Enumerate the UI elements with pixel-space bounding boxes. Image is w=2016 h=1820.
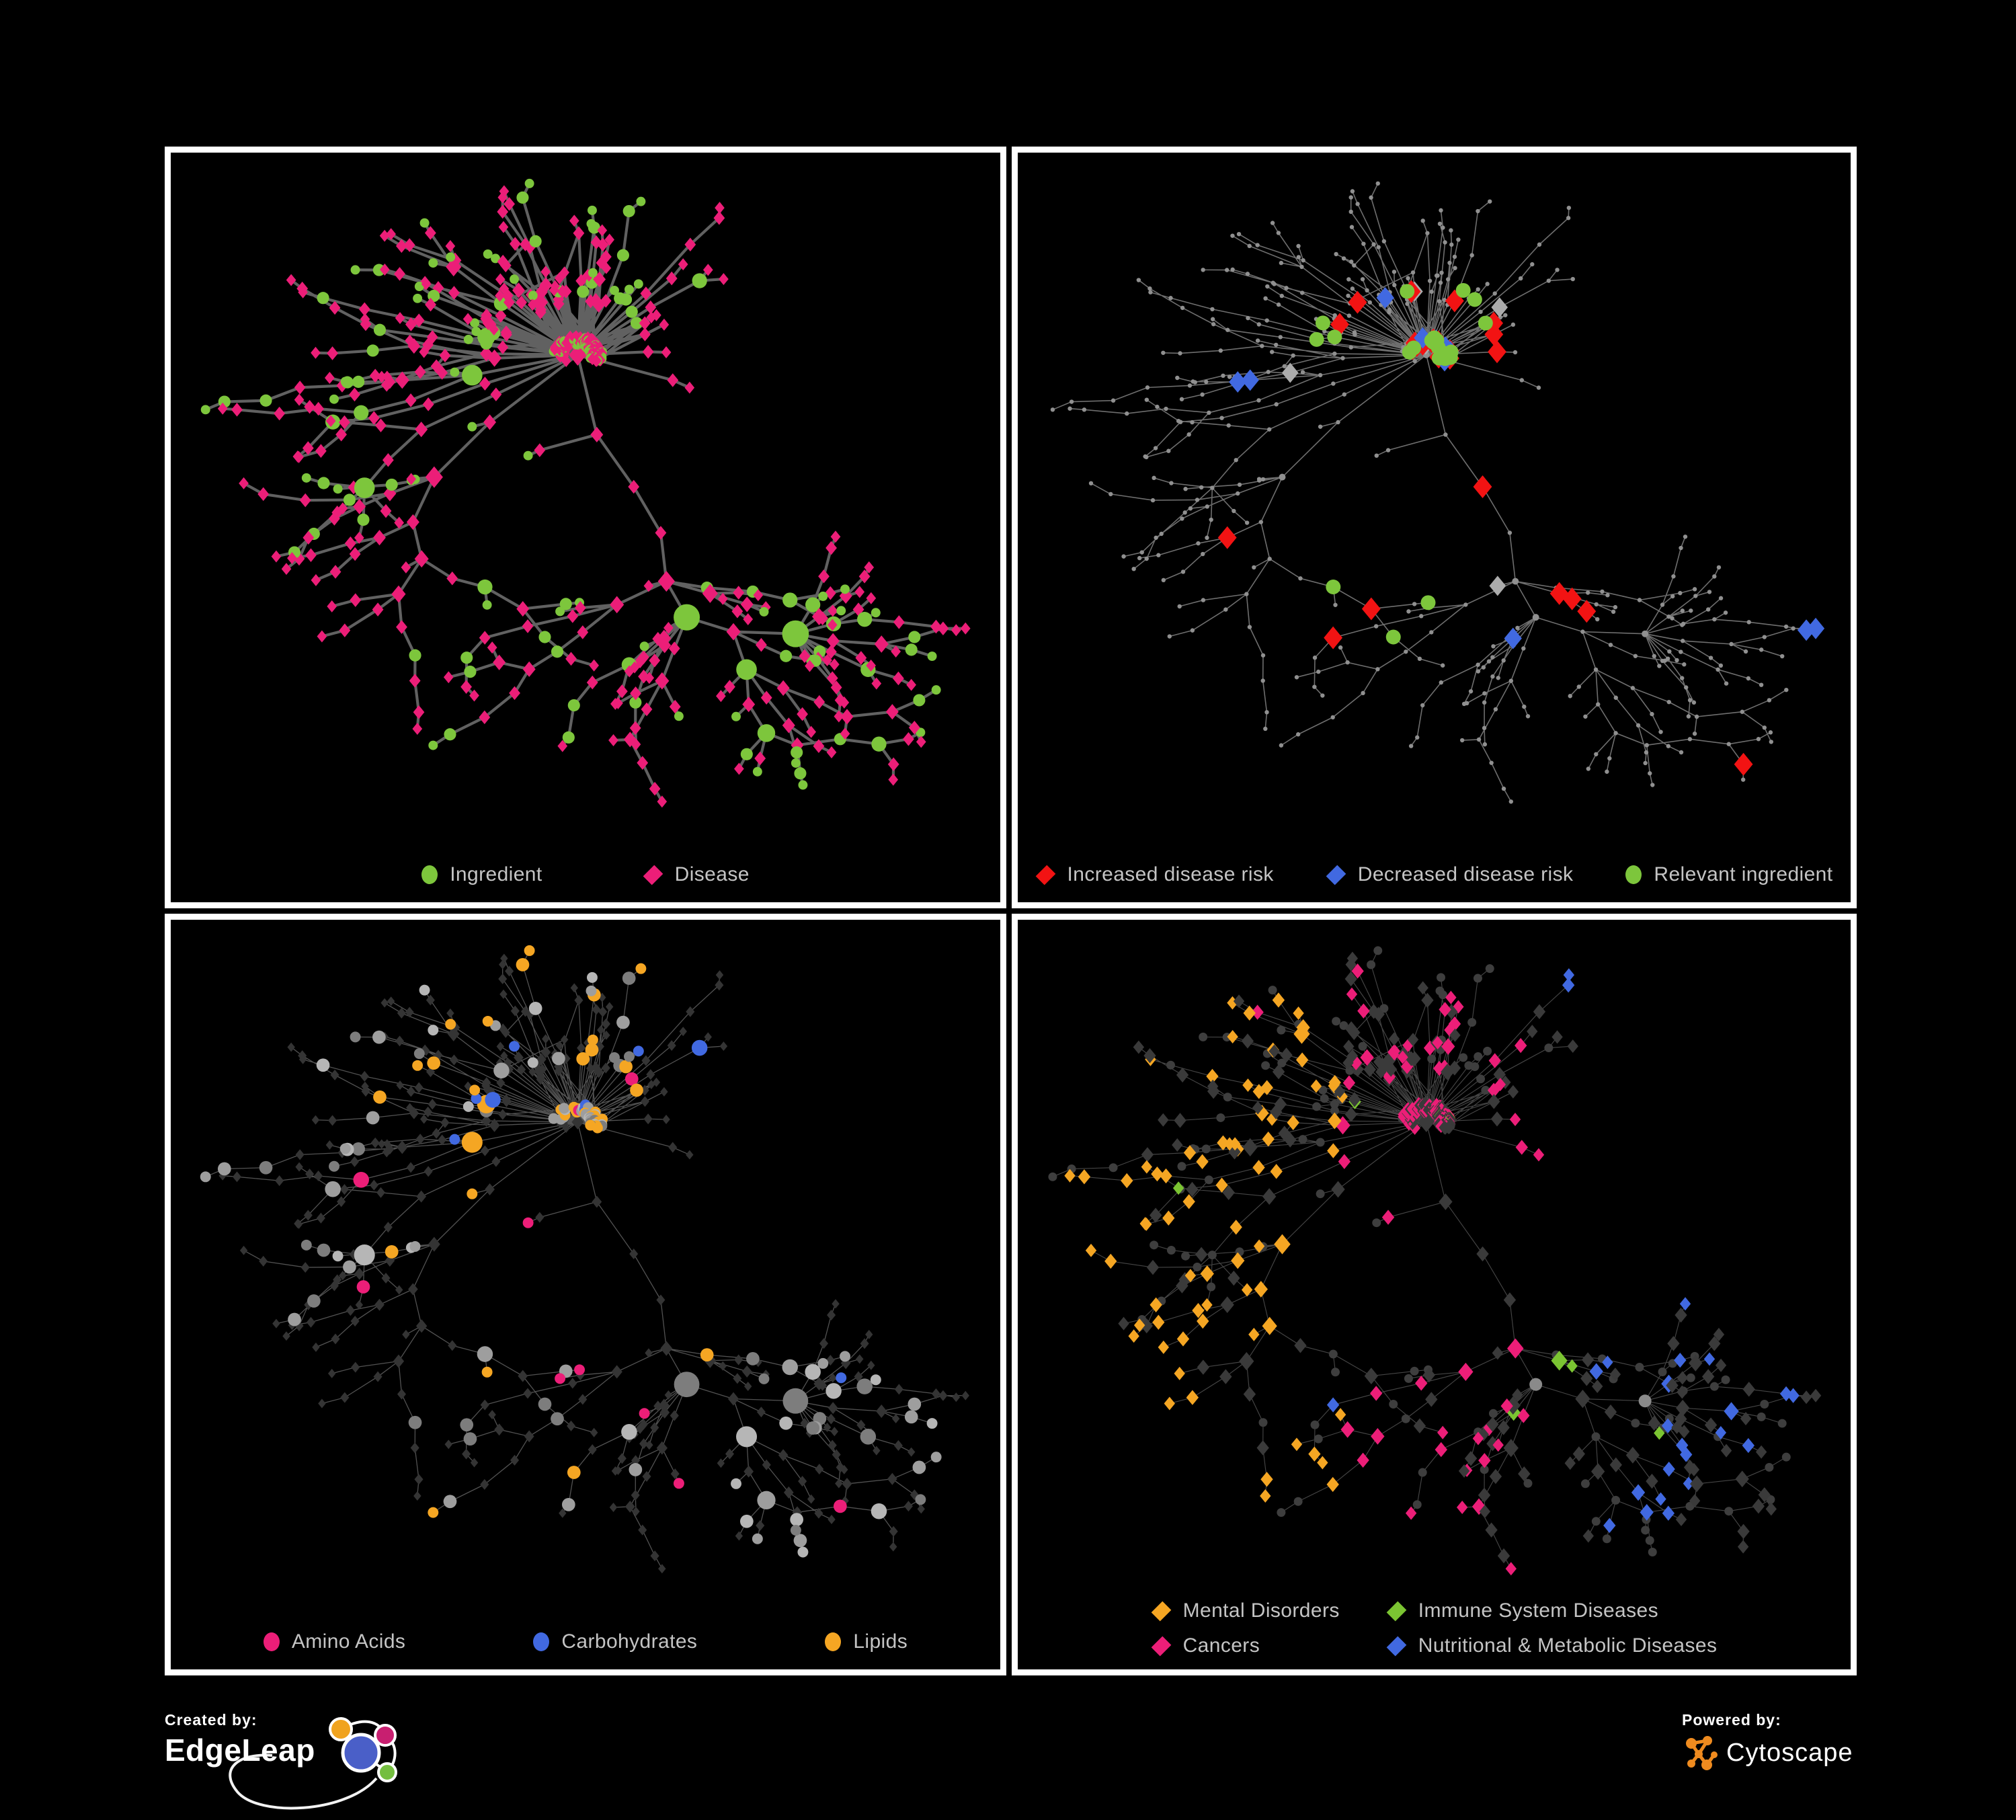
legend-label: Mental Disorders xyxy=(1182,1599,1340,1622)
legend-item-amino-acids: Amino Acids xyxy=(263,1630,406,1653)
network-graph-ingredient-disease xyxy=(200,178,971,808)
diamond-swatch xyxy=(1035,865,1055,885)
diamond-swatch xyxy=(1151,1601,1171,1621)
legend-metabolite-classes: Amino Acids Carbohydrates Lipids xyxy=(171,1630,1000,1653)
network-graph-metabolite-classes xyxy=(200,945,969,1574)
created-by-label: Created by: xyxy=(165,1711,257,1729)
panel-metabolite-classes: Amino Acids Carbohydrates Lipids xyxy=(165,914,1006,1675)
legend-item-disease: Disease xyxy=(643,863,750,886)
legend-item-immune-system-diseases: Immune System Diseases xyxy=(1386,1599,1718,1622)
network-graph-disease-risk xyxy=(1050,181,1825,804)
powered-by-label: Powered by: xyxy=(1682,1711,1781,1729)
legend-ingredient-disease: Ingredient Disease xyxy=(171,863,1000,886)
legend-item-lipids: Lipids xyxy=(825,1630,908,1653)
powered-by-block: Powered by: xyxy=(1682,1711,1870,1772)
circle-swatch xyxy=(825,1632,842,1651)
legend-label: Nutritional & Metabolic Diseases xyxy=(1418,1634,1718,1657)
diamond-swatch xyxy=(1326,865,1346,885)
legend-label: Relevant ingredient xyxy=(1654,863,1833,885)
edgeleap-logo-text: EdgeLeap xyxy=(165,1733,315,1768)
legend-item-cancers: Cancers xyxy=(1151,1634,1340,1657)
legend-item-carbohydrates: Carbohydrates xyxy=(533,1630,697,1653)
legend-item-mental-disorders: Mental Disorders xyxy=(1151,1599,1340,1622)
legend-item-nutritional-metabolic-diseases: Nutritional & Metabolic Diseases xyxy=(1386,1634,1718,1657)
legend-item-ingredient: Ingredient xyxy=(421,863,542,886)
diamond-swatch xyxy=(1386,1636,1407,1656)
legend-label: Decreased disease risk xyxy=(1357,863,1574,885)
circle-swatch xyxy=(1625,865,1642,884)
panel-disease-categories: Mental Disorders Immune System Diseases Ca… xyxy=(1012,914,1857,1675)
circle-swatch xyxy=(533,1632,550,1651)
diamond-swatch xyxy=(1151,1636,1171,1656)
panel-disease-risk: Increased disease risk Decreased disease … xyxy=(1012,147,1857,908)
legend-item-decreased-disease-risk: Decreased disease risk xyxy=(1326,863,1574,886)
legend-disease-categories: Mental Disorders Immune System Diseases Ca… xyxy=(1018,1599,1851,1657)
diamond-swatch xyxy=(1386,1601,1407,1621)
legend-item-relevant-ingredient: Relevant ingredient xyxy=(1625,863,1832,886)
circle-swatch xyxy=(263,1632,280,1651)
legend-label: Amino Acids xyxy=(291,1630,406,1653)
legend-disease-risk: Increased disease risk Decreased disease … xyxy=(1018,863,1851,886)
legend-label: Immune System Diseases xyxy=(1418,1599,1658,1622)
created-by-block: Created by: EdgeLeap xyxy=(165,1711,487,1819)
legend-item-increased-disease-risk: Increased disease risk xyxy=(1035,863,1274,886)
cytoscape-logo-icon xyxy=(1686,1736,1718,1770)
panel-ingredient-disease: Ingredient Disease xyxy=(165,147,1006,908)
legend-label: Cancers xyxy=(1182,1634,1260,1657)
legend-label: Disease xyxy=(674,863,750,885)
network-graph-disease-categories xyxy=(1048,946,1822,1576)
legend-label: Carbohydrates xyxy=(561,1630,698,1653)
diamond-swatch xyxy=(643,865,663,885)
circle-swatch xyxy=(421,865,438,884)
legend-label: Ingredient xyxy=(450,863,542,885)
cytoscape-logo-text: Cytoscape xyxy=(1726,1738,1853,1767)
legend-label: Increased disease risk xyxy=(1067,863,1274,885)
legend-label: Lipids xyxy=(853,1630,908,1653)
